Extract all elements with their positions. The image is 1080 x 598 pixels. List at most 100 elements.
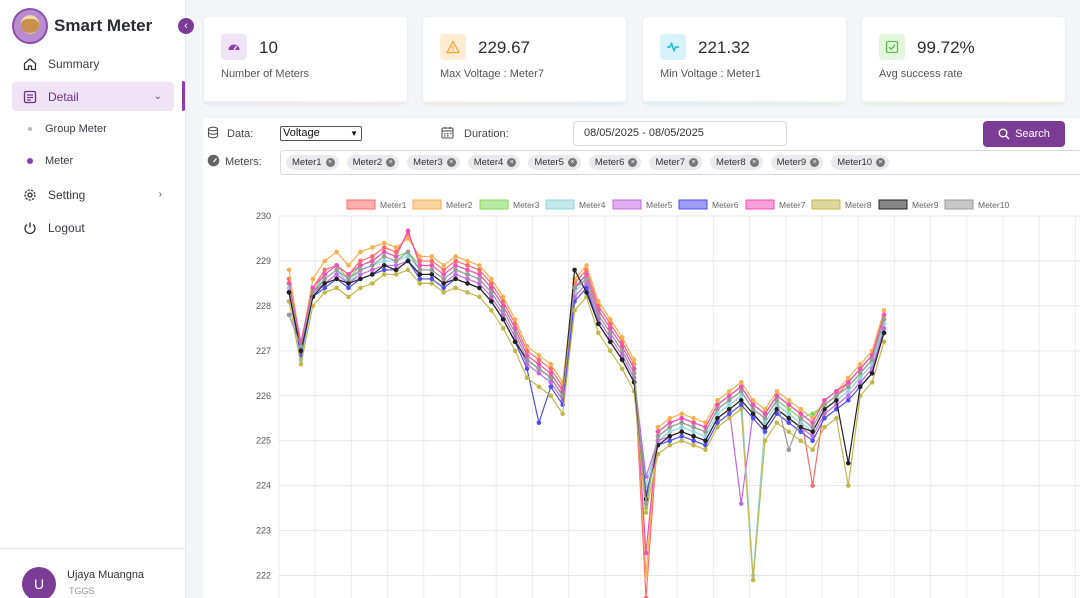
data-point [322,285,327,291]
data-point [846,388,851,394]
data-point [786,411,792,417]
data-point [643,474,649,479]
remove-tag-icon[interactable]: × [446,158,456,167]
user-org: TGGS [69,586,95,596]
data-point [548,362,554,367]
remove-tag-icon[interactable]: × [876,158,886,167]
sidebar-sub-label: Group Meter [45,123,107,135]
avatar: U [22,567,56,598]
sidebar-sub-group-meter[interactable]: Group Meter [12,117,174,141]
remove-tag-icon[interactable]: × [810,158,820,167]
meter-tag-label: Meter4 [473,157,504,168]
y-tick-label: 223 [256,526,271,536]
meter-tag-label: Meter6 [594,157,625,168]
meter-tag: Meter4 × [467,155,521,170]
data-point [334,249,339,255]
remove-tag-icon[interactable]: × [689,158,699,167]
data-point [500,317,506,322]
data-point [703,438,708,444]
remove-tag-icon[interactable]: × [507,158,517,167]
data-point [738,501,744,506]
meters-label: Meters: [225,156,262,168]
remove-tag-icon[interactable]: × [567,158,577,167]
data-point [822,415,827,421]
legend-label: Meter10 [978,200,1009,210]
data-point [619,335,625,340]
data-point [334,272,339,277]
collapse-sidebar-button[interactable]: ‹ [178,18,194,34]
data-point [608,335,613,340]
remove-tag-icon[interactable]: × [628,158,638,167]
y-tick-label: 229 [256,256,271,266]
duration-filter: Duration: [441,126,509,142]
data-point [477,294,482,300]
data-point [857,370,863,376]
data-point [572,276,577,282]
user-profile[interactable]: U Ujaya Muangna TGGS [0,548,186,598]
data-point [774,393,780,399]
legend-label: Meter1 [380,200,407,210]
stat-label: Avg success rate [879,68,963,80]
data-point [417,263,423,268]
data-point [703,447,708,452]
duration-input[interactable]: 08/05/2025 - 08/05/2025 [573,121,787,146]
data-point [786,406,792,412]
data-point [405,236,411,241]
sidebar-sub-label: Meter [45,155,74,167]
meter-tag: Meter1 × [286,155,339,170]
data-point [691,438,696,444]
data-point [857,384,863,390]
data-point [667,420,673,426]
data-point [524,366,530,372]
data-select[interactable]: Voltage ▼ [280,126,362,141]
search-button[interactable]: Search [983,121,1065,147]
meters-multiselect[interactable]: Meter1 × Meter2 × Meter3 × Meter4 × Meter5 × Meter… [280,150,1080,175]
data-point [846,375,851,381]
data-point [453,258,458,264]
stat-value: 10 [259,38,278,57]
data-point [381,254,387,259]
sidebar-item-setting[interactable]: Setting › [12,180,174,209]
sidebar-item-summary[interactable]: Summary [12,49,174,78]
stat-value: 229.67 [478,38,530,57]
data-point [703,429,708,435]
sidebar-item-logout[interactable]: Logout [12,213,174,242]
data-point [608,326,613,331]
data-point [417,254,423,259]
data-point [453,285,458,291]
user-name: Ujaya Muangna [67,569,145,581]
y-tick-label: 228 [256,301,271,311]
sidebar-item-detail[interactable]: Detail ⌄ [12,82,174,111]
bullet-icon [27,158,33,164]
data-point [417,272,423,277]
data-point [798,415,803,421]
remove-tag-icon[interactable]: × [749,158,759,167]
data-point [370,281,375,286]
data-point [619,366,625,372]
data-point [346,276,351,282]
active-indicator [182,81,185,111]
data-point [619,348,625,354]
data-point [310,290,316,295]
stat-card-meters: 10 Number of Meters [204,17,407,103]
meter-tag-label: Meter10 [837,157,873,168]
remove-tag-icon[interactable]: × [325,158,335,167]
sidebar-sub-meter[interactable]: Meter [12,149,174,173]
legend-label: Meter5 [646,200,673,210]
chevron-right-icon: › [158,189,162,200]
data-point [358,276,363,282]
series-line [288,255,885,577]
data-point [536,384,542,390]
data-point [857,375,863,381]
data-point [667,415,673,421]
meter-tag: Meter3 × [407,155,460,170]
meter-tag-label: Meter7 [655,157,686,168]
data-point [370,254,375,259]
remove-tag-icon[interactable]: × [386,158,396,167]
data-point [691,429,696,435]
data-point [822,402,827,408]
home-icon [22,56,38,72]
legend-label: Meter2 [446,200,473,210]
data-point [429,272,435,277]
brand[interactable]: Smart Meter [12,8,152,44]
